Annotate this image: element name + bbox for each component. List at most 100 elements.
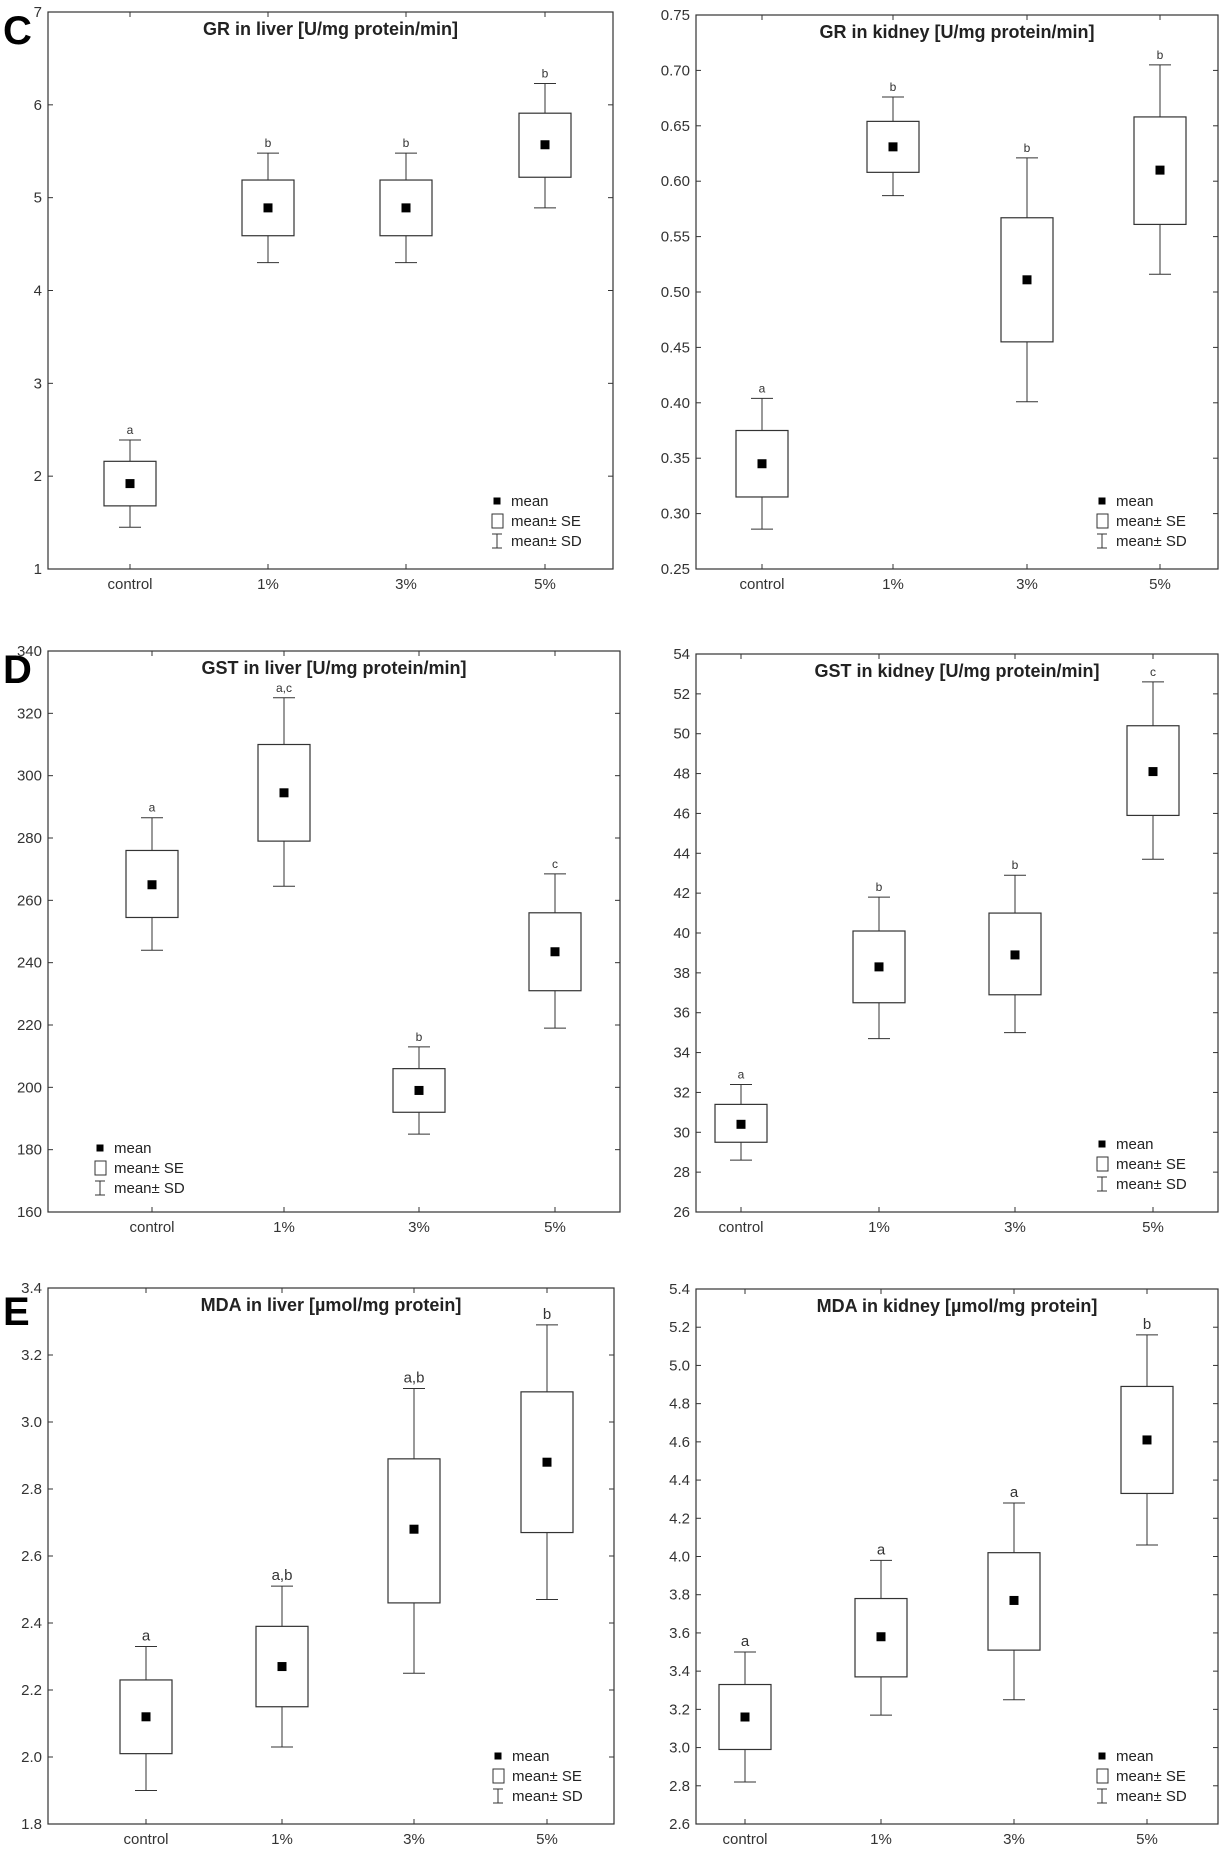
y-tick-label: 5 <box>34 190 42 207</box>
chart-title: MDA in kidney [µmol/mg protein] <box>817 1296 1098 1316</box>
y-tick-label: 6 <box>34 97 42 114</box>
significance-label: a <box>142 1627 151 1644</box>
significance-label: b <box>403 136 410 150</box>
legend: mean mean± SE mean± SD <box>94 1140 185 1197</box>
legend-mean-marker <box>96 1144 104 1152</box>
mean-marker <box>1155 165 1165 175</box>
significance-label: b <box>1143 1316 1151 1333</box>
y-tick-label: 2.8 <box>21 1481 42 1498</box>
legend-mean-label: mean <box>1116 493 1154 510</box>
chart-gst-liver: D 160 180 200 220 240 260 280 300 320 340 GST in li… <box>3 643 621 1236</box>
category-label: 5% <box>1136 1831 1158 1848</box>
y-tick-label: 1.8 <box>21 1816 42 1833</box>
mean-marker <box>757 459 767 469</box>
significance-label: a,b <box>404 1370 425 1387</box>
legend-se-box <box>491 513 504 529</box>
y-tick-label: 2.4 <box>21 1615 42 1632</box>
mean-marker <box>141 1712 151 1722</box>
category-label: control <box>739 576 784 593</box>
category-label: control <box>107 576 152 593</box>
legend-sd-label: mean± SD <box>114 1180 185 1197</box>
y-tick-label: 220 <box>17 1017 42 1034</box>
category-label: 3% <box>1003 1831 1025 1848</box>
category-label: 5% <box>1142 1219 1164 1236</box>
plot-frame <box>47 650 621 1213</box>
significance-label: a <box>149 801 156 815</box>
y-tick-label: 28 <box>673 1164 690 1181</box>
mean-marker <box>740 1712 750 1722</box>
y-tick-label: 0.55 <box>661 229 690 246</box>
category-label: control <box>129 1219 174 1236</box>
significance-label: a <box>1010 1484 1019 1501</box>
y-tick-label: 3.4 <box>669 1663 690 1680</box>
chart-mda-kidney: 2.6 2.8 3.0 3.2 3.4 3.6 3.8 4.0 4.2 4.4 4.6 4.8 5.0 5… <box>669 1281 1219 1848</box>
legend: mean mean± SE mean± SD <box>492 1748 583 1805</box>
legend-sd-label: mean± SD <box>1116 533 1187 550</box>
significance-label: b <box>1024 141 1031 155</box>
mean-marker <box>736 1119 746 1129</box>
y-tick-label: 42 <box>673 885 690 902</box>
y-tick-label: 280 <box>17 830 42 847</box>
mean-marker <box>1148 767 1158 777</box>
significance-label: a <box>741 1633 750 1650</box>
y-tick-label: 0.50 <box>661 284 690 301</box>
significance-label: a,b <box>272 1567 293 1584</box>
category-label: 3% <box>408 1219 430 1236</box>
mean-marker <box>542 1457 552 1467</box>
mean-marker <box>279 788 289 798</box>
mean-marker <box>874 962 884 972</box>
legend-sd-label: mean± SD <box>511 533 582 550</box>
y-tick-label: 0.25 <box>661 561 690 578</box>
legend-mean-label: mean <box>1116 1136 1154 1153</box>
category-label: 1% <box>257 576 279 593</box>
legend-mean-marker <box>494 1752 502 1760</box>
y-tick-label: 50 <box>673 726 690 743</box>
legend-mean-label: mean <box>1116 1748 1154 1765</box>
significance-label: a <box>877 1541 886 1558</box>
category-label: 3% <box>1004 1219 1026 1236</box>
y-tick-label: 0.60 <box>661 173 690 190</box>
mean-marker <box>125 479 135 489</box>
category-label: control <box>123 1831 168 1848</box>
legend-sd-label: mean± SD <box>1116 1176 1187 1193</box>
y-tick-label: 4 <box>34 283 42 300</box>
y-tick-label: 4.6 <box>669 1434 690 1451</box>
y-tick-label: 5.2 <box>669 1319 690 1336</box>
legend: mean mean± SE mean± SD <box>1096 1136 1187 1193</box>
legend-se-label: mean± SE <box>511 513 581 530</box>
y-tick-label: 36 <box>673 1005 690 1022</box>
legend-mean-marker <box>493 497 501 505</box>
chart-title: MDA in liver [µmol/mg protein] <box>201 1295 462 1315</box>
y-tick-label: 2.8 <box>669 1778 690 1795</box>
mean-marker <box>1009 1595 1019 1605</box>
y-tick-label: 5.4 <box>669 1281 690 1298</box>
y-tick-label: 4.2 <box>669 1510 690 1527</box>
y-tick-label: 52 <box>673 686 690 703</box>
chart-title: GR in kidney [U/mg protein/min] <box>819 22 1094 42</box>
y-tick-label: 2.2 <box>21 1682 42 1699</box>
category-label: 5% <box>534 576 556 593</box>
mean-marker <box>876 1632 886 1642</box>
y-tick-label: 3.6 <box>669 1625 690 1642</box>
legend-mean-marker <box>1098 1140 1106 1148</box>
significance-label: c <box>552 857 558 871</box>
y-tick-label: 2.6 <box>21 1548 42 1565</box>
y-tick-label: 3.0 <box>669 1740 690 1757</box>
y-tick-label: 3.0 <box>21 1414 42 1431</box>
category-label: 5% <box>1149 576 1171 593</box>
legend-mean-marker <box>1098 1752 1106 1760</box>
category-label: 1% <box>870 1831 892 1848</box>
significance-label: a <box>738 1067 745 1081</box>
mean-marker <box>147 880 157 890</box>
y-tick-label: 34 <box>673 1045 690 1062</box>
mean-marker <box>1142 1435 1152 1445</box>
significance-label: a,c <box>276 681 292 695</box>
y-tick-label: 7 <box>34 4 42 21</box>
panel-letter-E: E <box>3 1290 30 1334</box>
legend-se-label: mean± SE <box>114 1160 184 1177</box>
category-label: 3% <box>1016 576 1038 593</box>
y-tick-label: 3.2 <box>21 1347 42 1364</box>
y-tick-label: 5.0 <box>669 1357 690 1374</box>
y-tick-label: 44 <box>673 845 690 862</box>
chart-title: GR in liver [U/mg protein/min] <box>203 19 458 39</box>
